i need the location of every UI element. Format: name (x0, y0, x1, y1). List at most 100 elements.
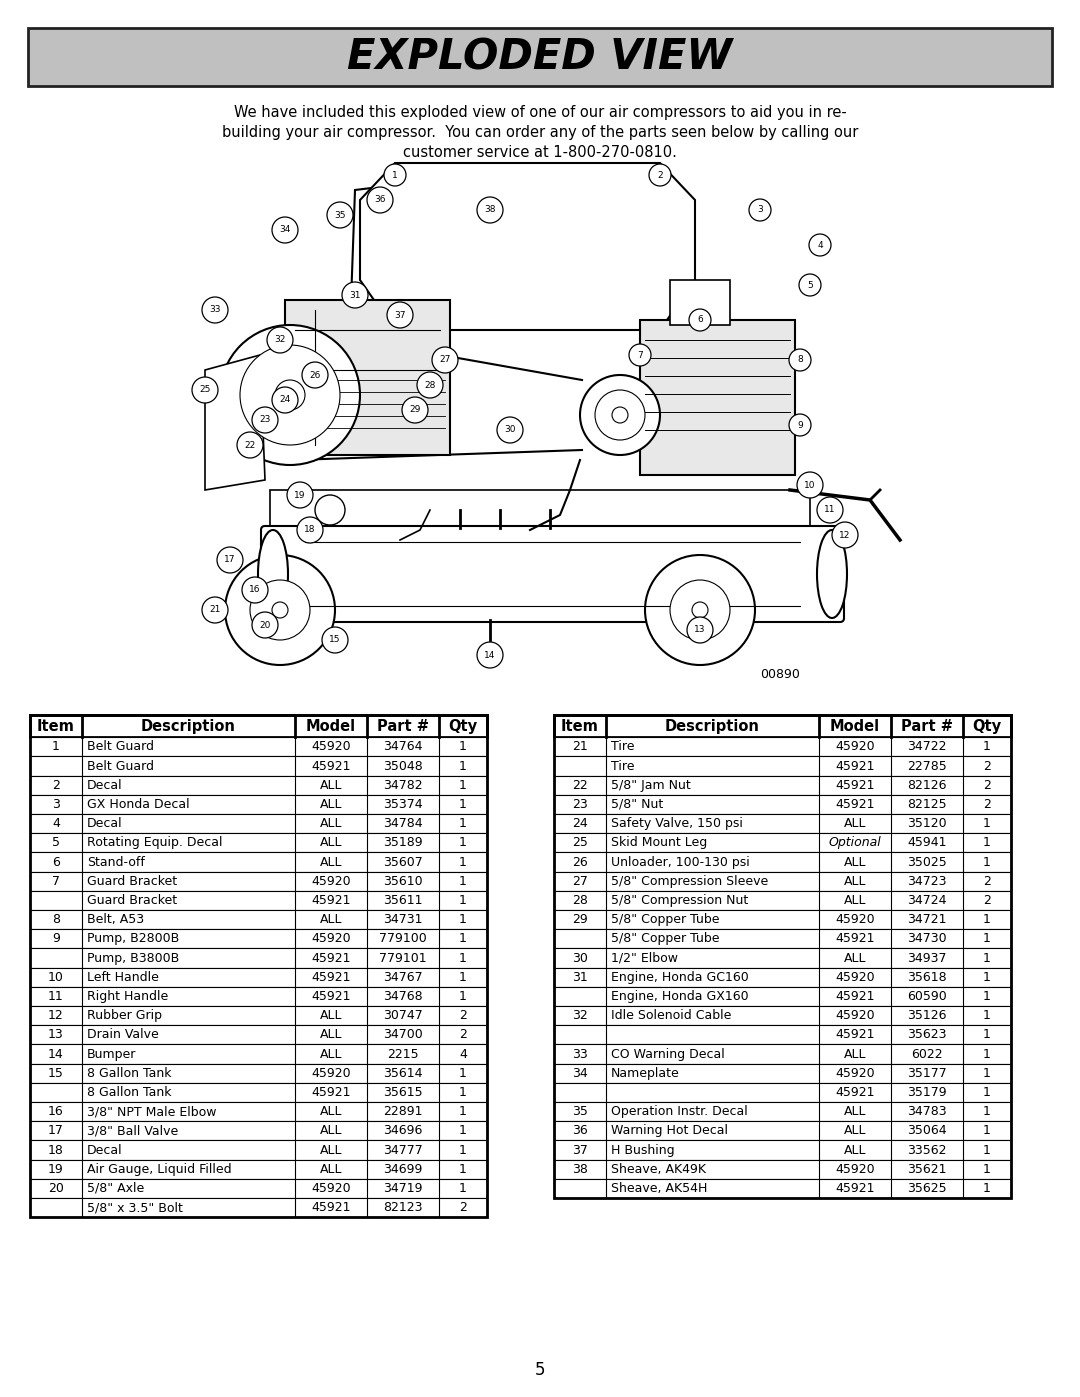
Bar (554, 909, 1011, 929)
Text: 32: 32 (274, 335, 286, 345)
Text: Tire: Tire (611, 760, 635, 773)
Text: 1: 1 (983, 1067, 991, 1080)
Text: 36: 36 (572, 1125, 588, 1137)
Text: 16: 16 (49, 1105, 64, 1118)
Text: 45921: 45921 (311, 894, 351, 907)
Text: 6: 6 (697, 316, 703, 324)
Circle shape (342, 282, 368, 307)
Bar (30, 1045, 487, 1063)
Text: 35120: 35120 (907, 817, 947, 830)
Circle shape (302, 362, 328, 388)
Bar (554, 715, 1011, 1199)
Text: Bumper: Bumper (87, 1048, 136, 1060)
Bar (30, 1063, 487, 1083)
Text: 1: 1 (983, 990, 991, 1003)
Text: 34783: 34783 (907, 1105, 947, 1118)
Text: 779100: 779100 (379, 932, 427, 946)
Bar (554, 949, 1011, 968)
Text: ALL: ALL (843, 1105, 866, 1118)
Text: ALL: ALL (320, 855, 342, 869)
Text: 35048: 35048 (383, 760, 423, 773)
Circle shape (387, 302, 413, 328)
Text: 45921: 45921 (835, 778, 875, 792)
FancyBboxPatch shape (640, 320, 795, 475)
Text: 1: 1 (459, 1085, 467, 1099)
Text: CO Warning Decal: CO Warning Decal (611, 1048, 725, 1060)
Text: 1: 1 (983, 971, 991, 983)
Circle shape (225, 555, 335, 665)
Bar (554, 775, 1011, 795)
Text: 2: 2 (983, 875, 991, 887)
Bar (30, 715, 487, 1217)
Circle shape (645, 555, 755, 665)
Text: 2: 2 (983, 778, 991, 792)
Circle shape (315, 495, 345, 525)
Text: 12: 12 (49, 1009, 64, 1023)
Text: 21: 21 (210, 605, 220, 615)
Text: 27: 27 (572, 875, 588, 887)
Bar (554, 833, 1011, 852)
Text: 13: 13 (694, 626, 705, 634)
Text: 35: 35 (572, 1105, 588, 1118)
Text: 11: 11 (49, 990, 64, 1003)
Text: 19: 19 (49, 1162, 64, 1176)
Text: Operation Instr. Decal: Operation Instr. Decal (611, 1105, 747, 1118)
Text: ALL: ALL (320, 1009, 342, 1023)
Circle shape (242, 577, 268, 604)
Text: 2: 2 (983, 894, 991, 907)
Text: 1: 1 (459, 1105, 467, 1118)
Bar (30, 891, 487, 909)
Text: ALL: ALL (843, 1144, 866, 1157)
Text: 8: 8 (797, 355, 802, 365)
Circle shape (240, 345, 340, 446)
Text: 2: 2 (983, 798, 991, 810)
Bar (554, 1025, 1011, 1045)
Text: Pump, B2800B: Pump, B2800B (87, 932, 179, 946)
Circle shape (272, 602, 288, 617)
Text: 38: 38 (572, 1162, 588, 1176)
Bar (554, 1102, 1011, 1122)
Text: 34721: 34721 (907, 914, 947, 926)
Text: 5: 5 (535, 1361, 545, 1379)
Text: 1: 1 (983, 1162, 991, 1176)
Text: 4: 4 (818, 240, 823, 250)
Text: 35: 35 (334, 211, 346, 219)
Text: Safety Valve, 150 psi: Safety Valve, 150 psi (611, 817, 743, 830)
Text: 1: 1 (983, 1182, 991, 1194)
Text: 34724: 34724 (907, 894, 947, 907)
Bar (30, 1083, 487, 1102)
Bar (554, 929, 1011, 949)
Bar (270, 490, 810, 541)
Circle shape (272, 387, 298, 414)
Text: 8: 8 (52, 914, 60, 926)
Text: Rubber Grip: Rubber Grip (87, 1009, 162, 1023)
Bar (28, 28, 1052, 87)
Text: 5: 5 (52, 837, 60, 849)
Text: 1: 1 (459, 1144, 467, 1157)
Text: 1: 1 (459, 875, 467, 887)
Text: 17: 17 (49, 1125, 64, 1137)
Text: 45920: 45920 (311, 740, 351, 753)
Text: 34730: 34730 (907, 932, 947, 946)
Text: ALL: ALL (843, 1048, 866, 1060)
Text: 34767: 34767 (383, 971, 422, 983)
Bar (30, 1122, 487, 1140)
Text: Rotating Equip. Decal: Rotating Equip. Decal (87, 837, 222, 849)
Text: 27: 27 (440, 355, 450, 365)
Text: 1: 1 (459, 817, 467, 830)
Text: 1: 1 (983, 740, 991, 753)
Text: Belt Guard: Belt Guard (87, 760, 154, 773)
Text: 1: 1 (459, 1162, 467, 1176)
Text: 1: 1 (459, 798, 467, 810)
Text: Sheave, AK49K: Sheave, AK49K (611, 1162, 706, 1176)
Text: Part #: Part # (377, 718, 429, 733)
Text: 34696: 34696 (383, 1125, 422, 1137)
Text: Engine, Honda GX160: Engine, Honda GX160 (611, 990, 748, 1003)
Bar (554, 756, 1011, 775)
Text: 45920: 45920 (835, 971, 875, 983)
Bar (30, 814, 487, 833)
Text: 34699: 34699 (383, 1162, 422, 1176)
Text: ALL: ALL (320, 1105, 342, 1118)
Text: 37: 37 (394, 310, 406, 320)
Text: 1: 1 (983, 837, 991, 849)
